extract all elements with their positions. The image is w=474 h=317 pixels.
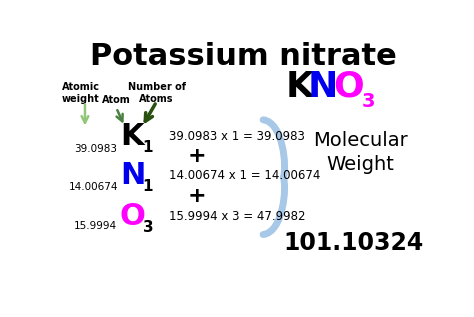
Text: 101.10324: 101.10324 — [283, 231, 423, 255]
Text: N: N — [307, 70, 337, 104]
Text: Weight: Weight — [327, 155, 394, 174]
Text: O: O — [120, 202, 146, 231]
Text: Number of
Atoms: Number of Atoms — [128, 82, 186, 104]
Text: O: O — [333, 70, 364, 104]
Text: K: K — [120, 122, 144, 152]
Text: 14.00674 x 1 = 14.00674: 14.00674 x 1 = 14.00674 — [169, 170, 321, 183]
Text: Atom: Atom — [102, 95, 130, 105]
Text: +: + — [188, 186, 206, 206]
Text: 1: 1 — [143, 140, 153, 155]
Text: N: N — [120, 161, 145, 191]
Text: 39.0983: 39.0983 — [74, 144, 117, 154]
Text: Atomic
weight: Atomic weight — [62, 82, 100, 104]
Text: 1: 1 — [143, 179, 153, 194]
Text: K: K — [285, 70, 313, 104]
Text: 15.9994 x 3 = 47.9982: 15.9994 x 3 = 47.9982 — [169, 210, 306, 223]
Text: 15.9994: 15.9994 — [74, 222, 117, 231]
Text: 3: 3 — [143, 220, 153, 235]
Text: Potassium nitrate: Potassium nitrate — [90, 42, 396, 71]
Text: +: + — [188, 146, 206, 166]
Text: 14.00674: 14.00674 — [68, 182, 118, 192]
Text: 3: 3 — [362, 92, 375, 111]
Text: 39.0983 x 1 = 39.0983: 39.0983 x 1 = 39.0983 — [169, 130, 305, 143]
Text: Molecular: Molecular — [313, 131, 408, 150]
